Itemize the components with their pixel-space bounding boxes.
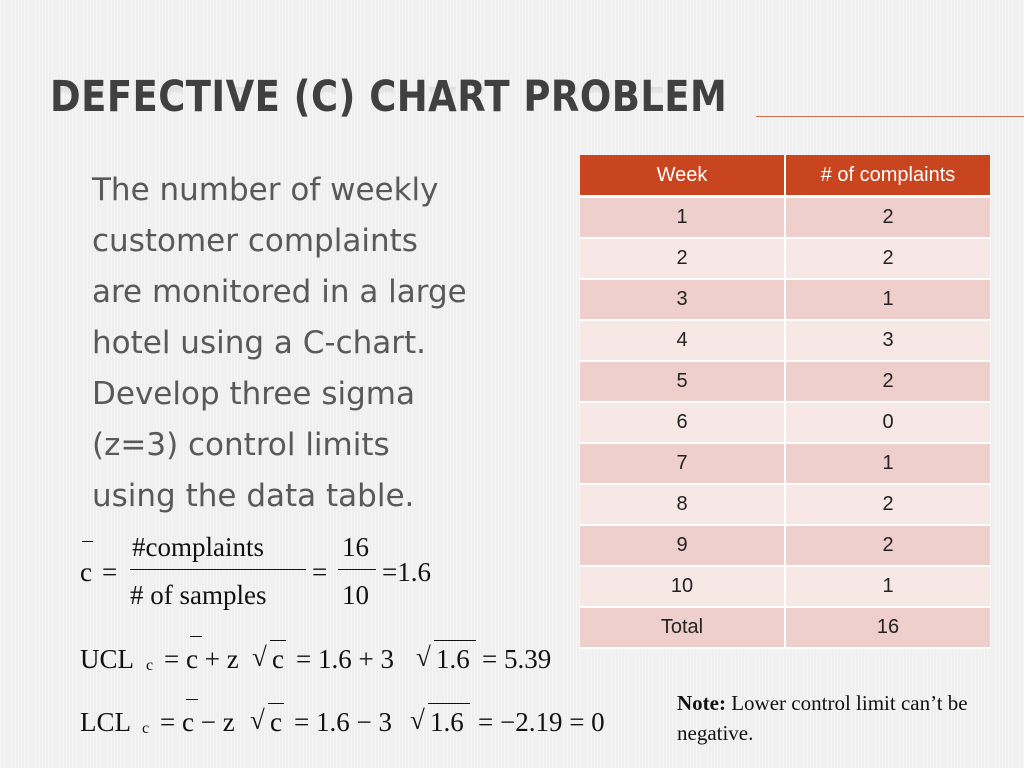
ucl-label: UCL xyxy=(80,644,134,674)
complaints-cell: 1 xyxy=(785,566,990,608)
sqrt-argument-value: 1.6 xyxy=(436,644,470,674)
sqrt-bar xyxy=(270,640,286,641)
sqrt-bar xyxy=(434,640,476,641)
sqrt-bar xyxy=(268,703,284,704)
ucl-formula: UCL c = c + z √ c = 1.6 + 3 √ 1.6 = 5.39 xyxy=(80,632,580,682)
overbar xyxy=(82,541,93,542)
lcl-result: = −2.19 = 0 xyxy=(478,707,605,737)
slide-title: DEFECTIVE (C) CHART PROBLEM xyxy=(50,72,728,122)
overbar xyxy=(186,699,198,700)
ucl-substitution: = 1.6 + 3 xyxy=(296,644,394,674)
ucl-subscript: c xyxy=(146,657,154,674)
total-label: Total xyxy=(580,607,786,649)
week-cell: 4 xyxy=(580,320,786,362)
sqrt-symbol: √ xyxy=(410,705,425,735)
week-cell: 5 xyxy=(580,361,786,403)
table-total-row: Total 16 xyxy=(580,607,990,649)
complaints-cell: 1 xyxy=(785,443,990,485)
week-cell: 3 xyxy=(580,279,786,321)
lcl-expression: = c − z xyxy=(160,707,235,737)
cbar-formula: c = #complaints # of samples = 16 10 =1.… xyxy=(80,530,480,612)
overbar xyxy=(190,636,202,637)
slide-title-reflection: DEFECTIVE (C) CHART PROBLEM xyxy=(50,76,728,126)
table-row: 10 1 xyxy=(580,566,990,608)
title-area: DEFECTIVE (C) CHART PROBLEM DEFECTIVE (C… xyxy=(44,70,1024,140)
total-value: 16 xyxy=(785,607,990,649)
complaints-cell: 2 xyxy=(785,196,990,239)
problem-line: Develop three sigma xyxy=(92,376,415,412)
fraction-denominator-2: 10 xyxy=(342,580,369,610)
sqrt-symbol: √ xyxy=(250,705,265,735)
week-cell: 1 xyxy=(580,196,786,239)
sqrt-bar xyxy=(428,703,470,704)
complaints-cell: 2 xyxy=(785,361,990,403)
cbar-result: =1.6 xyxy=(382,557,431,587)
week-cell: 2 xyxy=(580,238,786,280)
equals-sign: = xyxy=(312,557,328,587)
title-divider xyxy=(756,116,1024,117)
lcl-subscript: c xyxy=(142,720,150,737)
header-complaints: # of complaints xyxy=(785,155,990,198)
complaints-cell: 2 xyxy=(785,484,990,526)
problem-line: The number of weekly xyxy=(92,172,439,208)
fraction-bar-2 xyxy=(338,569,376,570)
sqrt-argument-value: 1.6 xyxy=(430,707,464,737)
week-cell: 6 xyxy=(580,402,786,444)
lcl-formula: LCL c = c − z √ c = 1.6 − 3 √ 1.6 = −2.1… xyxy=(80,695,640,745)
problem-line: customer complaints xyxy=(92,223,418,259)
complaints-cell: 3 xyxy=(785,320,990,362)
week-cell: 9 xyxy=(580,525,786,567)
fraction-numerator-2: 16 xyxy=(342,532,369,562)
sqrt-symbol: √ xyxy=(252,642,267,672)
problem-line: (z=3) control limits xyxy=(92,427,390,463)
complaints-cell: 2 xyxy=(785,525,990,567)
problem-statement: The number of weekly customer complaints a… xyxy=(92,165,542,522)
problem-line: are monitored in a large xyxy=(92,274,467,310)
sqrt-argument: c xyxy=(272,644,284,674)
lcl-label: LCL xyxy=(80,707,131,737)
complaints-cell: 0 xyxy=(785,402,990,444)
problem-line: hotel using a C-chart. xyxy=(92,325,427,361)
table-body: 1 2 2 2 3 1 4 3 5 2 6 0 7 1 8 2 9 2 10 1 Total 16 xyxy=(580,196,990,649)
sqrt-argument: c xyxy=(270,707,282,737)
ucl-expression: = c + z xyxy=(164,644,239,674)
week-cell: 8 xyxy=(580,484,786,526)
fraction-numerator: #complaints xyxy=(132,532,264,562)
problem-line: using the data table. xyxy=(92,478,415,514)
week-cell: 7 xyxy=(580,443,786,485)
cbar-symbol: c xyxy=(80,557,92,587)
equals-sign: = xyxy=(102,557,118,587)
note-label: Note: xyxy=(677,691,726,715)
lcl-substitution: = 1.6 − 3 xyxy=(294,707,392,737)
sqrt-symbol: √ xyxy=(416,642,431,672)
note-body: Lower control limit can’t be negative. xyxy=(677,691,968,745)
table-header-row: Week # of complaints xyxy=(580,155,990,198)
fraction-denominator: # of samples xyxy=(130,580,267,610)
ucl-result: = 5.39 xyxy=(482,644,552,674)
header-week: Week xyxy=(580,155,786,198)
complaints-cell: 1 xyxy=(785,279,990,321)
week-cell: 10 xyxy=(580,566,786,608)
fraction-bar xyxy=(130,569,306,570)
note-text: Note: Lower control limit can’t be negat… xyxy=(677,688,977,748)
complaints-cell: 2 xyxy=(785,238,990,280)
